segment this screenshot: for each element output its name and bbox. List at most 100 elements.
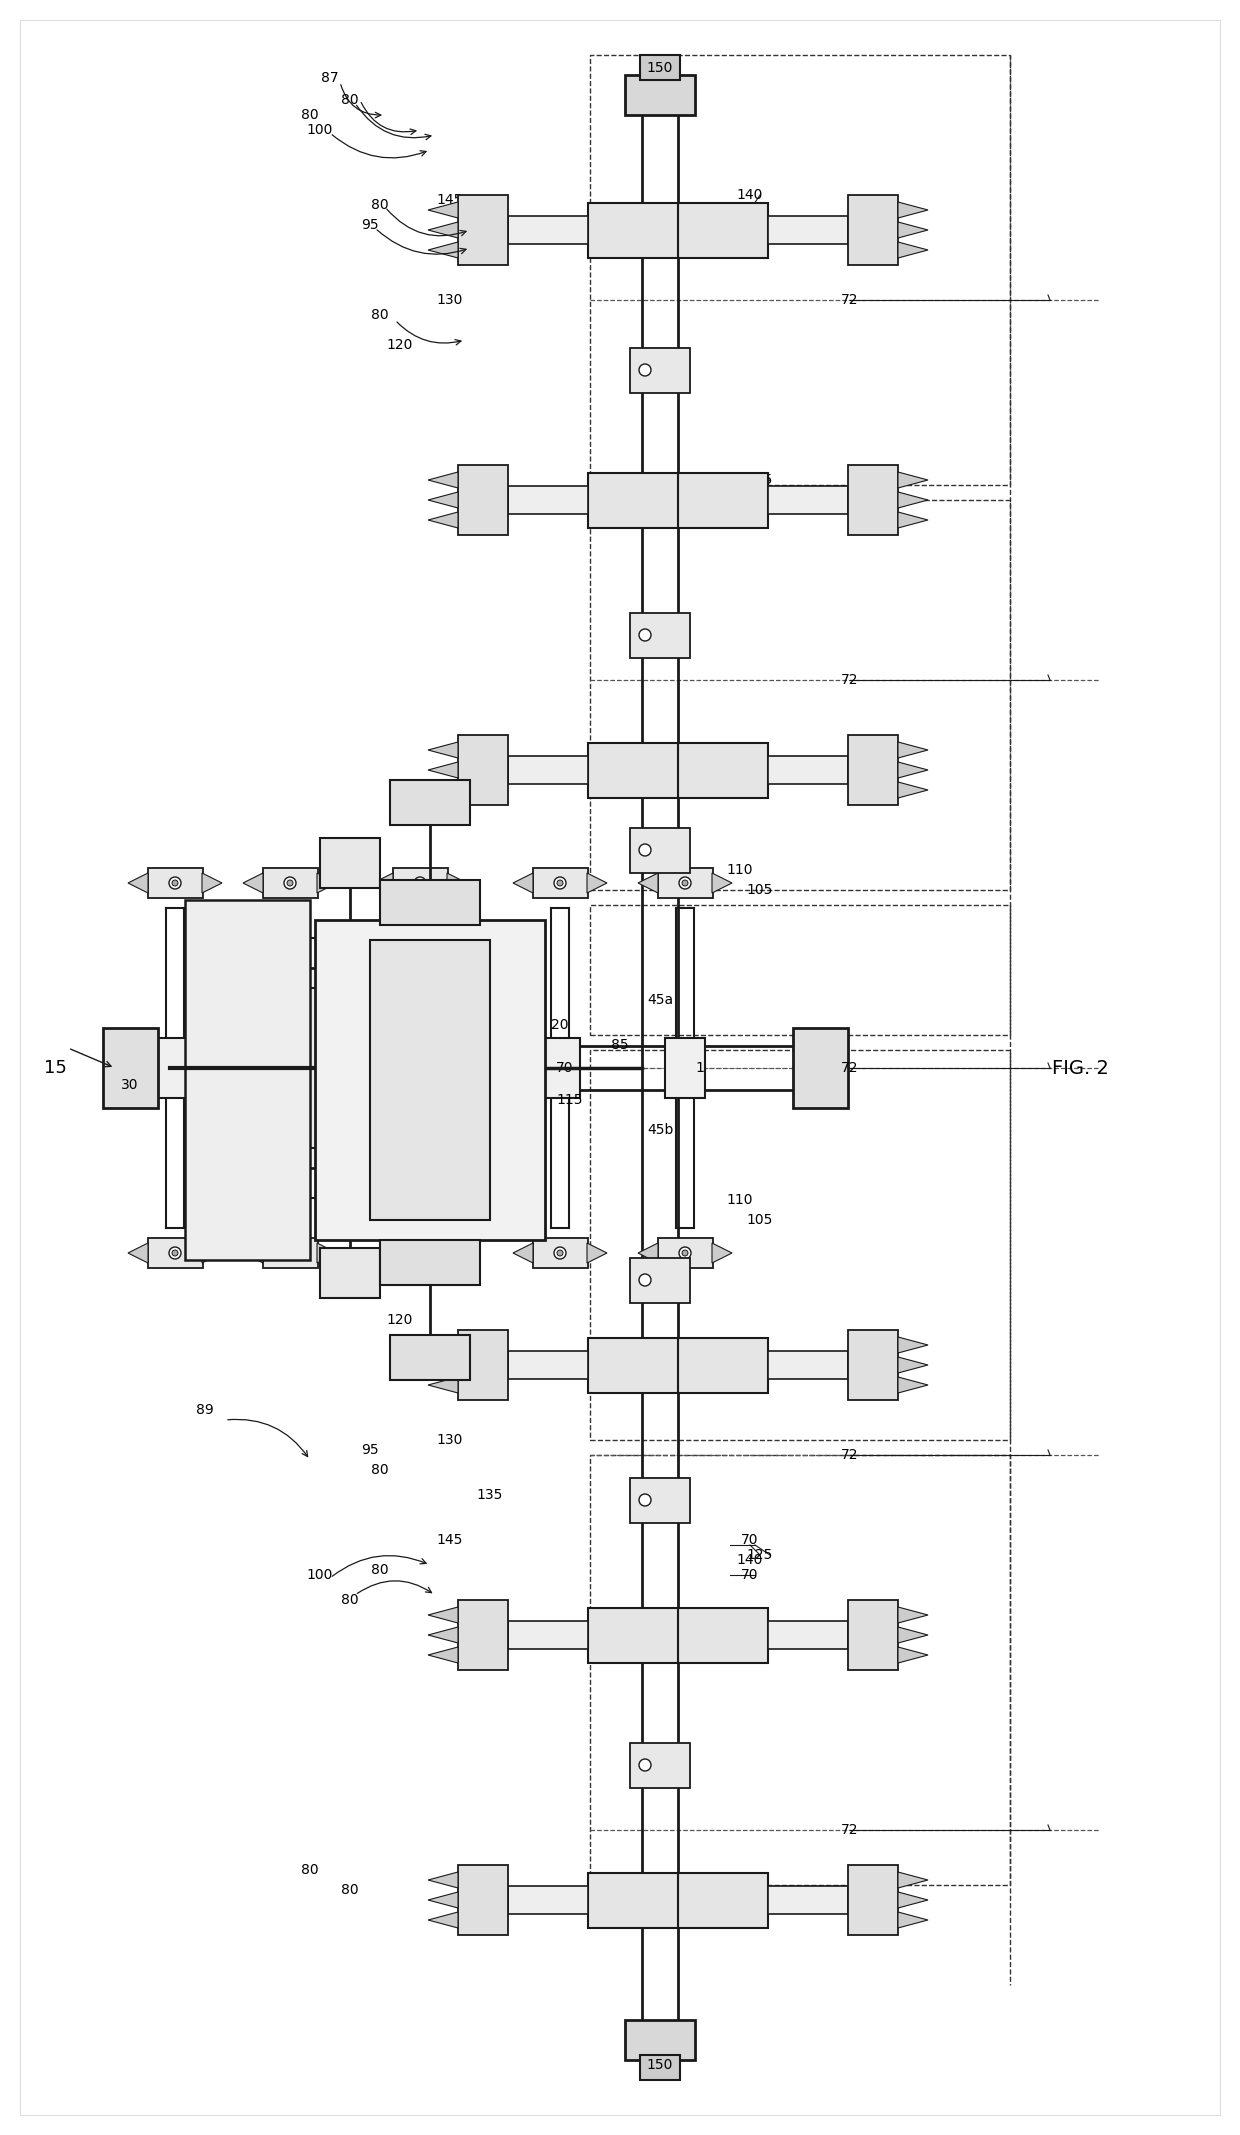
Circle shape xyxy=(639,843,651,856)
Polygon shape xyxy=(513,873,533,892)
Bar xyxy=(250,937,450,1198)
Bar xyxy=(625,75,694,115)
Text: 110: 110 xyxy=(727,1193,753,1206)
Text: 100: 100 xyxy=(306,1567,334,1582)
Polygon shape xyxy=(428,1892,458,1909)
Circle shape xyxy=(639,630,651,640)
Polygon shape xyxy=(446,1243,467,1264)
Bar xyxy=(391,779,470,824)
Circle shape xyxy=(417,1249,423,1255)
Polygon shape xyxy=(428,1627,458,1644)
Bar xyxy=(678,203,768,258)
Text: 80: 80 xyxy=(351,1279,368,1292)
Bar xyxy=(508,216,588,243)
Text: 1: 1 xyxy=(696,1061,704,1076)
Text: 135: 135 xyxy=(477,243,503,256)
Circle shape xyxy=(417,880,423,886)
Bar xyxy=(155,1038,195,1097)
Bar xyxy=(848,194,898,265)
Polygon shape xyxy=(513,1243,533,1264)
Circle shape xyxy=(639,1759,651,1772)
Text: 15: 15 xyxy=(43,1059,67,1076)
Text: 135: 135 xyxy=(477,1488,503,1503)
Polygon shape xyxy=(898,1337,928,1354)
Text: 72: 72 xyxy=(841,1448,859,1462)
Text: 70: 70 xyxy=(742,1567,759,1582)
Polygon shape xyxy=(428,1646,458,1663)
Bar xyxy=(533,869,588,899)
Bar xyxy=(848,1866,898,1934)
Text: 140: 140 xyxy=(737,188,763,203)
Bar xyxy=(539,1038,580,1097)
Polygon shape xyxy=(428,472,458,489)
Text: 45a: 45a xyxy=(647,993,673,1008)
Bar xyxy=(190,1008,260,1127)
Text: 80: 80 xyxy=(301,109,319,122)
Circle shape xyxy=(284,1247,296,1260)
Bar xyxy=(630,1742,689,1787)
Polygon shape xyxy=(428,743,458,758)
Bar xyxy=(848,465,898,536)
Circle shape xyxy=(169,877,181,888)
Text: 70: 70 xyxy=(751,504,769,517)
Circle shape xyxy=(172,880,179,886)
Polygon shape xyxy=(428,1913,458,1928)
Text: 130: 130 xyxy=(436,292,464,307)
Text: 150: 150 xyxy=(647,62,673,75)
Bar xyxy=(310,989,391,1149)
Bar xyxy=(320,1249,379,1298)
Text: 80: 80 xyxy=(371,1563,389,1578)
Bar xyxy=(678,1872,768,1928)
Text: 80: 80 xyxy=(371,307,389,322)
Bar xyxy=(665,1038,706,1097)
Text: 80: 80 xyxy=(371,1462,389,1477)
Bar xyxy=(678,474,768,527)
Text: 95: 95 xyxy=(361,1443,378,1456)
Bar xyxy=(379,880,480,924)
Polygon shape xyxy=(428,1337,458,1354)
Text: 72: 72 xyxy=(841,1061,859,1076)
Circle shape xyxy=(414,877,427,888)
Bar xyxy=(678,743,768,798)
Polygon shape xyxy=(898,1913,928,1928)
Bar xyxy=(508,487,588,515)
Polygon shape xyxy=(898,491,928,508)
Polygon shape xyxy=(898,222,928,237)
Circle shape xyxy=(639,363,651,376)
Bar xyxy=(630,1258,689,1302)
Polygon shape xyxy=(898,512,928,527)
Bar xyxy=(768,1885,848,1913)
Polygon shape xyxy=(898,1892,928,1909)
Polygon shape xyxy=(428,1872,458,1887)
Text: 70: 70 xyxy=(557,1061,574,1076)
Text: 90: 90 xyxy=(341,863,358,877)
Circle shape xyxy=(682,880,688,886)
Text: 115: 115 xyxy=(446,899,474,912)
Text: 95: 95 xyxy=(361,218,378,233)
Bar xyxy=(185,901,310,1260)
Bar xyxy=(379,1240,480,1285)
Circle shape xyxy=(682,1249,688,1255)
Polygon shape xyxy=(373,1243,393,1264)
Text: 100: 100 xyxy=(306,124,334,137)
Bar xyxy=(508,1351,588,1379)
Text: 150: 150 xyxy=(647,2058,673,2071)
Polygon shape xyxy=(898,743,928,758)
Bar xyxy=(640,56,680,79)
Bar xyxy=(148,1238,203,1268)
Bar xyxy=(533,1238,588,1268)
Bar xyxy=(794,1027,848,1108)
Text: 80: 80 xyxy=(301,1864,319,1877)
Bar xyxy=(588,1608,678,1663)
Circle shape xyxy=(557,1249,563,1255)
Polygon shape xyxy=(243,873,263,892)
Bar xyxy=(678,1608,768,1663)
Text: 90: 90 xyxy=(341,1253,358,1266)
Text: 80: 80 xyxy=(341,1593,358,1608)
Polygon shape xyxy=(428,762,458,777)
Circle shape xyxy=(414,1247,427,1260)
Text: 70: 70 xyxy=(742,207,759,222)
Text: FIG. 2: FIG. 2 xyxy=(1052,1059,1109,1078)
Text: 25: 25 xyxy=(262,1033,279,1046)
Circle shape xyxy=(639,1275,651,1285)
